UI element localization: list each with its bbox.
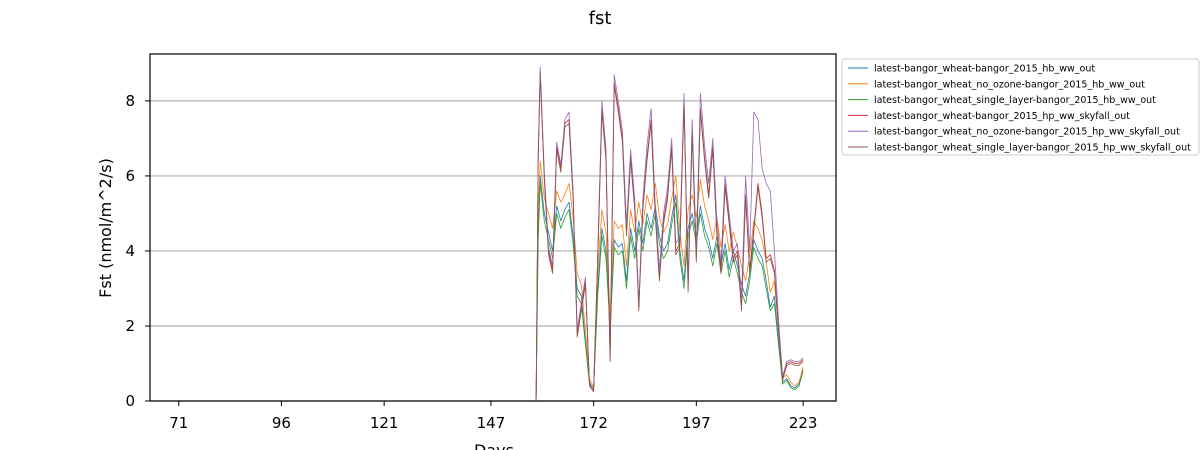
legend-entry: latest-bangor_wheat_no_ozone-bangor_2015… xyxy=(874,79,1145,90)
legend-entry: latest-bangor_wheat_single_layer-bangor_… xyxy=(874,95,1156,106)
legend-entry: latest-bangor_wheat-bangor_2015_hp_ww_sk… xyxy=(874,111,1130,122)
y-tick-label: 6 xyxy=(125,167,135,185)
legend-entry: latest-bangor_wheat_no_ozone-bangor_2015… xyxy=(874,127,1180,138)
y-tick-label: 2 xyxy=(125,317,135,335)
series-line-1 xyxy=(178,175,804,402)
y-tick-label: 4 xyxy=(125,242,135,260)
y-axis-ticks: 0 2 4 6 8 xyxy=(125,92,150,410)
y-tick-label: 8 xyxy=(125,92,135,110)
series-lines xyxy=(178,66,804,402)
x-tick-label: 147 xyxy=(477,414,506,432)
plot-area-frame xyxy=(149,53,837,402)
x-tick-label: 223 xyxy=(789,414,818,432)
y-axis-label: Fst (nmol/m^2/s) xyxy=(96,158,115,298)
x-axis-ticks: 71 96 121 147 172 197 223 xyxy=(169,401,817,432)
legend-entry: latest-bangor_wheat_single_layer-bangor_… xyxy=(874,143,1191,154)
x-tick-label: 197 xyxy=(682,414,711,432)
series-line-6 xyxy=(178,74,804,402)
x-tick-label: 121 xyxy=(370,414,399,432)
legend-entry: latest-bangor_wheat-bangor_2015_hb_ww_ou… xyxy=(874,64,1095,75)
legend: latest-bangor_wheat-bangor_2015_hb_ww_ou… xyxy=(841,58,1200,156)
y-tick-label: 0 xyxy=(125,392,135,410)
legend-box xyxy=(841,58,1200,156)
x-axis-label: Days xyxy=(474,441,514,450)
x-tick-label: 71 xyxy=(169,414,188,432)
series-line-5 xyxy=(178,66,804,402)
x-tick-label: 96 xyxy=(272,414,291,432)
series-line-2 xyxy=(178,160,804,402)
chart-title: fst xyxy=(589,8,612,29)
series-line-4 xyxy=(178,70,804,402)
series-line-3 xyxy=(178,182,804,402)
x-tick-label: 172 xyxy=(579,414,608,432)
